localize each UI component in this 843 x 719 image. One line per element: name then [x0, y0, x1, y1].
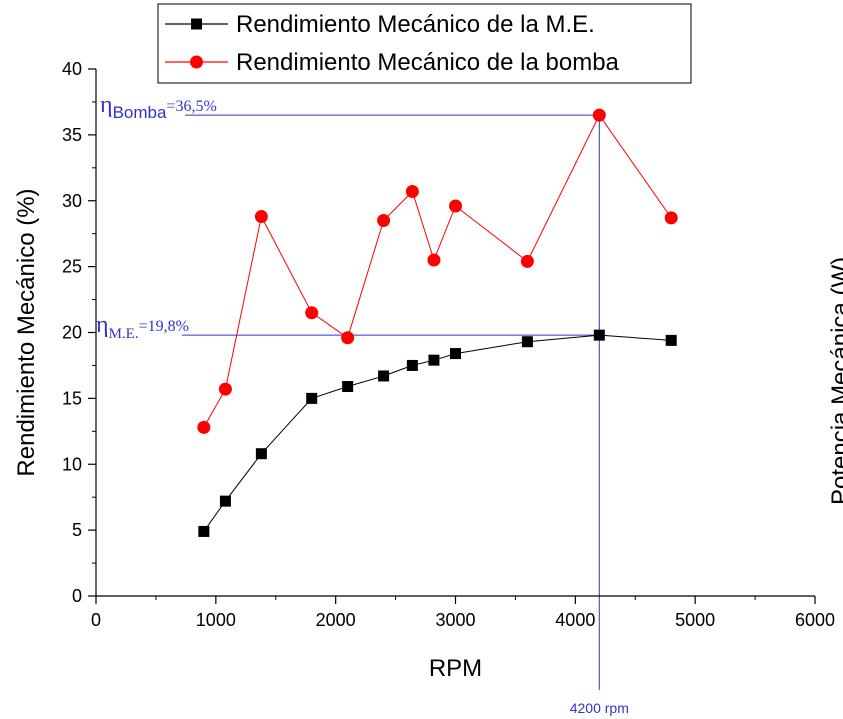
x-tick-label: 4000 [555, 610, 595, 630]
me-efficiency-annotation: ηM.E.=19,8% [96, 312, 189, 342]
data-point-square [306, 392, 318, 404]
y-tick-label: 35 [62, 125, 82, 145]
data-point-square [450, 348, 461, 360]
x-tick-label: 2000 [316, 610, 356, 630]
rpm-annotation: 4200 rpm [570, 700, 629, 716]
series-2 [197, 108, 678, 434]
legend-label: Rendimiento Mecánico de la bomba [236, 49, 620, 76]
data-point-circle [341, 331, 355, 345]
right-y-axis-label: Potencia Mecánica (W) [827, 257, 843, 505]
data-point-circle [520, 254, 534, 268]
me-value: =19,8% [139, 318, 189, 335]
x-tick-label: 0 [91, 610, 101, 630]
data-point-square [255, 448, 267, 460]
data-point-circle [254, 210, 268, 224]
data-point-square [219, 495, 231, 507]
x-tick-label: 3000 [435, 610, 475, 630]
data-point-circle [218, 382, 232, 396]
data-point-square [593, 329, 605, 341]
x-axis-label: RPM [429, 655, 482, 682]
data-point-square [406, 359, 418, 371]
data-point-square [665, 334, 677, 346]
y-tick-label: 0 [72, 586, 82, 606]
legend: Rendimiento Mecánico de la M.E. Rendimien… [157, 3, 692, 84]
series-layer [197, 108, 678, 537]
y-tick-label: 30 [62, 191, 82, 211]
y-tick-label: 25 [62, 257, 82, 277]
series-1 [198, 329, 677, 537]
data-point-circle [592, 108, 606, 122]
x-tick-label: 5000 [675, 610, 715, 630]
data-point-circle [449, 199, 462, 213]
legend-box [157, 3, 692, 84]
eta-symbol: η [100, 92, 113, 118]
legend-items: Rendimiento Mecánico de la M.E. Rendimien… [165, 11, 620, 76]
data-point-square [378, 370, 390, 382]
data-point-circle [305, 306, 319, 320]
x-tick-label: 1000 [196, 610, 236, 630]
series-line [203, 334, 672, 532]
y-tick-label: 20 [62, 323, 82, 343]
bomba-subscript: Bomba [113, 103, 167, 122]
x-ticks: 0 1000 2000 3000 4000 5000 6000 [91, 596, 835, 630]
legend-label: Rendimiento Mecánico de la M.E. [236, 11, 595, 38]
y-tick-label: 10 [62, 454, 82, 474]
data-point-square [521, 336, 533, 348]
data-point-square [428, 354, 440, 366]
data-point-circle [197, 420, 211, 434]
data-point-circle [377, 214, 391, 228]
legend-entry: Rendimiento Mecánico de la M.E. [165, 11, 595, 38]
me-subscript: M.E. [109, 326, 139, 342]
bomba-value: =36,5% [166, 98, 216, 115]
y-ticks: 0 5 10 15 20 25 30 35 40 [62, 59, 96, 606]
eta-symbol: η [96, 312, 109, 338]
data-point-circle [664, 211, 678, 225]
bomba-efficiency-annotation: ηBomba=36,5% [100, 92, 217, 122]
series-line [203, 114, 672, 428]
legend-entry: Rendimiento Mecánico de la bomba [165, 49, 620, 76]
y-tick-label: 40 [62, 59, 82, 79]
legend-marker-circle [190, 55, 203, 69]
data-point-square [198, 525, 210, 537]
data-point-circle [427, 253, 441, 267]
y-axis-label: Rendimiento Mecánico (%) [13, 188, 40, 476]
legend-marker-square [191, 18, 202, 30]
data-point-square [342, 381, 354, 393]
y-tick-label: 5 [72, 520, 82, 540]
data-point-circle [405, 185, 419, 199]
x-tick-label: 6000 [795, 610, 835, 630]
y-tick-label: 15 [62, 388, 82, 408]
